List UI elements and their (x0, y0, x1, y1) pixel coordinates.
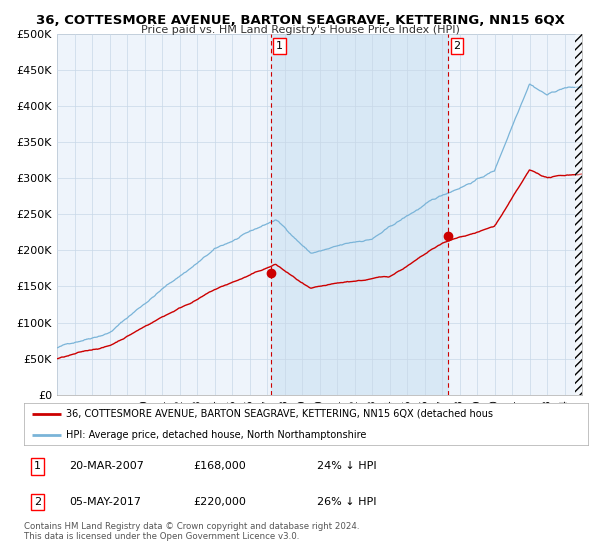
Bar (271, 34, 448, 395)
Text: 2: 2 (34, 497, 41, 507)
Text: 1: 1 (276, 41, 283, 51)
Text: Contains HM Land Registry data © Crown copyright and database right 2024.
This d: Contains HM Land Registry data © Crown c… (24, 522, 359, 542)
Text: Price paid vs. HM Land Registry's House Price Index (HPI): Price paid vs. HM Land Registry's House … (140, 25, 460, 35)
Text: 36, COTTESMORE AVENUE, BARTON SEAGRAVE, KETTERING, NN15 6QX (detached hous: 36, COTTESMORE AVENUE, BARTON SEAGRAVE, … (66, 409, 493, 419)
Bar (575, 34, 582, 395)
Text: 36, COTTESMORE AVENUE, BARTON SEAGRAVE, KETTERING, NN15 6QX: 36, COTTESMORE AVENUE, BARTON SEAGRAVE, … (35, 14, 565, 27)
Text: 24% ↓ HPI: 24% ↓ HPI (317, 461, 377, 472)
Text: £168,000: £168,000 (193, 461, 246, 472)
Text: 20-MAR-2007: 20-MAR-2007 (69, 461, 144, 472)
Text: HPI: Average price, detached house, North Northamptonshire: HPI: Average price, detached house, Nort… (66, 430, 367, 440)
Text: 05-MAY-2017: 05-MAY-2017 (69, 497, 141, 507)
Text: £220,000: £220,000 (193, 497, 246, 507)
Text: 1: 1 (34, 461, 41, 472)
Text: 2: 2 (454, 41, 461, 51)
Text: 26% ↓ HPI: 26% ↓ HPI (317, 497, 377, 507)
